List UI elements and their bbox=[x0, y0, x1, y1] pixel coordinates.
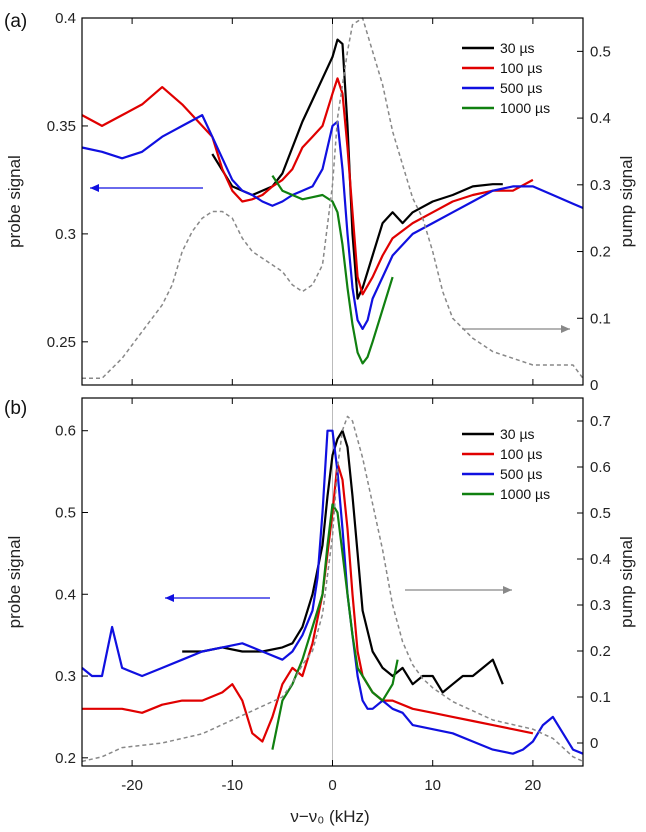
panel-a: 0.25 0.3 0.35 0.4 0 0.1 0.2 0.3 0.4 0.5 probe sign… bbox=[4, 10, 636, 394]
legend-entry: 100 µs bbox=[500, 446, 542, 462]
y2-tick-label: 0.4 bbox=[590, 551, 611, 568]
y2-tick-label: 0.1 bbox=[590, 310, 611, 327]
pump-series-line bbox=[81, 415, 584, 763]
series-line-1 bbox=[81, 77, 534, 296]
y-tick-label: 0.3 bbox=[55, 668, 76, 685]
panel-label: (b) bbox=[4, 398, 27, 419]
y2-tick-label: 0.6 bbox=[590, 459, 611, 476]
y-tick-label: 0.3 bbox=[55, 226, 76, 243]
panel-label: (a) bbox=[4, 11, 27, 32]
y2-tick-label: 0.2 bbox=[590, 643, 611, 660]
series-line-0 bbox=[182, 429, 504, 694]
arrow-head-left bbox=[165, 594, 174, 602]
legend-entry: 30 µs bbox=[500, 40, 535, 56]
series-line-1 bbox=[82, 462, 534, 743]
legend-entry: 100 µs bbox=[500, 60, 542, 76]
y2-tick-label: 0.3 bbox=[590, 597, 611, 614]
y-axis-label: probe signal bbox=[5, 536, 24, 629]
y2-tick-label: 0.5 bbox=[590, 505, 611, 522]
x-tick-label: 20 bbox=[525, 777, 542, 794]
series-line-3 bbox=[271, 174, 394, 365]
x-tick-label: 0 bbox=[328, 777, 336, 794]
legend-entry: 30 µs bbox=[500, 426, 535, 442]
y-tick-label: 0.35 bbox=[47, 118, 76, 135]
x-tick-label: -10 bbox=[221, 777, 243, 794]
legend-entry: 500 µs bbox=[500, 80, 542, 96]
series-line-2 bbox=[81, 114, 584, 330]
y2-tick-label: 0.2 bbox=[590, 244, 611, 261]
series-line-3 bbox=[271, 503, 399, 750]
panel-b: -20 -10 0 10 20 0.2 0.3 0.4 0.5 0.6 0 0.1 0.2 0.3 0.4 0… bbox=[4, 397, 636, 794]
y-tick-label: 0.25 bbox=[47, 334, 76, 351]
arrow-head-right bbox=[503, 586, 512, 594]
legend-entry: 500 µs bbox=[500, 466, 542, 482]
y2-tick-label: 0.1 bbox=[590, 689, 611, 706]
y2-axis-label: pump signal bbox=[617, 536, 636, 628]
pump-series-line bbox=[82, 17, 584, 380]
y-tick-label: 0.5 bbox=[55, 504, 76, 521]
x-tick-label: -20 bbox=[121, 777, 143, 794]
x-axis-label: ν−ν₀ (kHz) bbox=[290, 807, 369, 826]
series-line-0 bbox=[211, 38, 503, 300]
arrow-head-left bbox=[90, 184, 99, 192]
y2-tick-label: 0.4 bbox=[590, 110, 611, 127]
legend-entry: 1000 µs bbox=[500, 100, 550, 116]
arrow-head-right bbox=[561, 325, 570, 333]
y-tick-label: 0.4 bbox=[55, 586, 76, 603]
series-line-2 bbox=[81, 429, 584, 755]
y2-tick-label: 0.7 bbox=[590, 413, 611, 430]
y2-tick-label: 0.5 bbox=[590, 43, 611, 60]
y-tick-label: 0.2 bbox=[55, 750, 76, 767]
x-tick-label: 10 bbox=[424, 777, 441, 794]
y2-tick-label: 0 bbox=[590, 377, 598, 394]
y2-tick-label: 0.3 bbox=[590, 177, 611, 194]
y-tick-label: 0.6 bbox=[55, 423, 76, 440]
y-axis-label: probe signal bbox=[5, 155, 24, 248]
legend-entry: 1000 µs bbox=[500, 486, 550, 502]
y2-tick-label: 0 bbox=[590, 735, 598, 752]
y2-axis-label: pump signal bbox=[617, 156, 636, 248]
y-tick-label: 0.4 bbox=[55, 10, 76, 27]
